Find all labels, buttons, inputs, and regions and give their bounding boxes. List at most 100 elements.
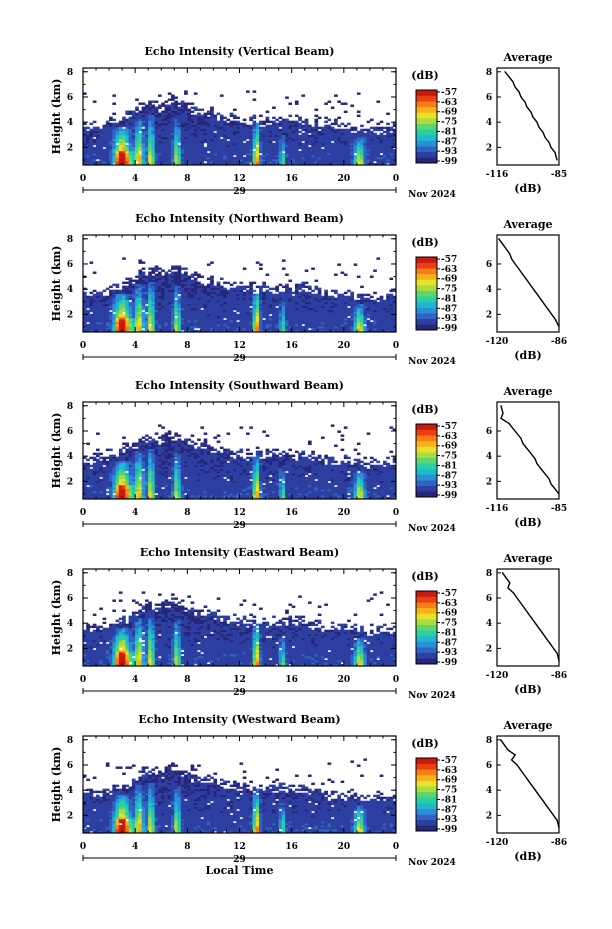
cell <box>330 148 335 152</box>
cell <box>317 321 322 325</box>
cell <box>157 132 162 136</box>
cell <box>86 297 90 301</box>
cell <box>83 488 87 492</box>
cell <box>171 114 175 118</box>
cell <box>386 317 390 321</box>
cell <box>102 128 107 132</box>
cell <box>259 263 263 266</box>
cell <box>216 329 221 333</box>
cell <box>278 303 283 307</box>
cell <box>389 293 394 297</box>
cell <box>157 267 162 270</box>
profile-line <box>498 238 560 328</box>
cell <box>314 323 319 327</box>
cell <box>389 146 394 150</box>
cell <box>122 317 126 321</box>
cell <box>138 144 143 148</box>
cell <box>324 321 328 325</box>
cell <box>317 299 322 303</box>
cell <box>356 325 361 329</box>
cell <box>118 315 123 319</box>
cell <box>151 327 156 331</box>
cell <box>379 307 384 311</box>
cell <box>109 154 113 158</box>
cell <box>242 162 247 166</box>
cell <box>288 279 293 283</box>
cell <box>249 150 253 154</box>
cell <box>99 134 103 138</box>
cell <box>148 144 152 148</box>
cell <box>184 140 188 144</box>
cell <box>128 315 133 319</box>
cell <box>89 154 94 158</box>
cell <box>83 476 87 480</box>
cell <box>252 319 257 323</box>
cell <box>360 319 364 323</box>
cell <box>298 130 302 134</box>
cell <box>236 315 240 319</box>
profile-point <box>505 248 507 250</box>
profile-y-tick-label: 4 <box>486 118 492 128</box>
cell <box>112 293 117 297</box>
cell <box>275 162 280 166</box>
cell <box>340 329 345 333</box>
cell <box>83 490 87 494</box>
cell <box>154 106 159 109</box>
cell <box>154 289 159 293</box>
cell <box>268 295 273 299</box>
cell <box>311 301 315 305</box>
cell <box>327 132 332 136</box>
cell <box>148 315 152 319</box>
cell <box>105 476 110 480</box>
cell <box>281 128 286 132</box>
cell <box>144 283 149 287</box>
cell <box>382 152 387 156</box>
cell <box>164 106 169 109</box>
cell <box>272 313 276 317</box>
cell <box>157 319 162 323</box>
colorbar-swatch <box>416 257 437 263</box>
cell <box>125 295 130 299</box>
cell <box>350 156 355 160</box>
cell <box>376 315 381 319</box>
cell <box>89 160 94 164</box>
cell <box>236 162 240 166</box>
cell <box>92 301 97 305</box>
cell <box>118 150 123 154</box>
cell <box>298 136 302 140</box>
cell <box>206 263 211 266</box>
cell <box>96 492 100 496</box>
cell <box>187 311 191 315</box>
cell <box>314 329 319 333</box>
cell <box>226 295 231 299</box>
cell <box>206 299 211 303</box>
cell <box>236 313 240 317</box>
cell <box>177 102 182 105</box>
cell <box>86 132 90 136</box>
cell <box>386 148 390 152</box>
cell <box>347 317 351 321</box>
cell <box>157 114 162 118</box>
cell <box>190 130 195 134</box>
cell <box>382 327 387 331</box>
cell <box>311 297 315 301</box>
cell <box>275 289 280 293</box>
cell <box>213 142 218 146</box>
cell <box>350 140 355 144</box>
cell <box>288 142 293 146</box>
cell <box>89 474 94 478</box>
y-tick-label: 6 <box>67 93 73 103</box>
cell <box>197 289 201 293</box>
cell <box>324 303 328 307</box>
cell <box>187 158 191 162</box>
x-tick-label: 0 <box>80 174 86 184</box>
cell <box>138 136 143 140</box>
cell <box>340 142 345 146</box>
cell <box>144 110 149 113</box>
cell <box>96 293 100 297</box>
cell <box>167 307 172 311</box>
cell <box>252 136 257 140</box>
cell <box>376 134 381 138</box>
cell <box>190 307 195 311</box>
cell <box>167 289 172 293</box>
